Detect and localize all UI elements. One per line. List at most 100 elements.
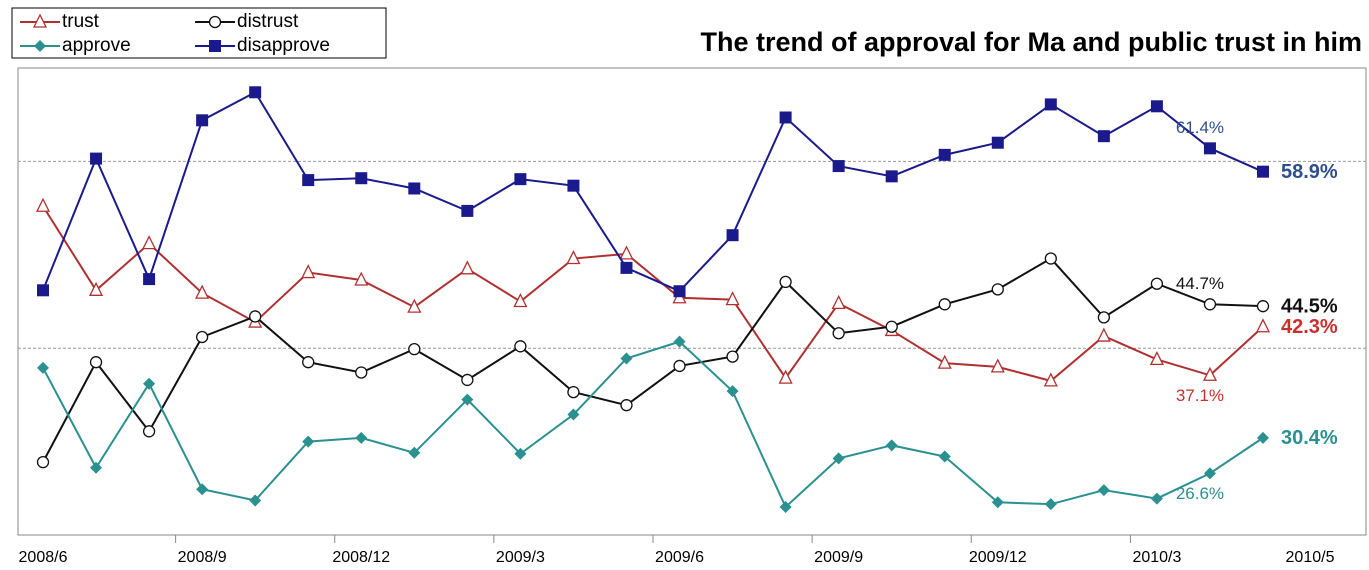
legend-label: distrust xyxy=(237,11,299,32)
point-marker xyxy=(195,330,209,344)
data-label: 61.4% xyxy=(1176,118,1224,137)
point-marker xyxy=(1096,327,1111,342)
point-marker xyxy=(885,439,898,452)
point-marker xyxy=(90,152,103,165)
point-marker xyxy=(249,86,262,99)
point-marker xyxy=(620,352,633,365)
point-marker xyxy=(195,284,210,299)
point-marker xyxy=(88,281,104,296)
point-marker xyxy=(726,385,739,398)
point-marker xyxy=(831,294,846,310)
data-label: 58.9% xyxy=(1281,161,1338,183)
point-marker xyxy=(1149,350,1164,366)
x-tick-label: 2008/6 xyxy=(19,549,68,566)
point-marker xyxy=(726,350,739,363)
point-marker xyxy=(619,245,634,260)
point-marker xyxy=(302,174,315,187)
point-marker xyxy=(938,148,951,161)
point-marker xyxy=(885,170,898,183)
point-marker xyxy=(566,250,581,265)
point-marker xyxy=(355,366,368,379)
point-marker xyxy=(90,461,103,474)
point-marker xyxy=(567,408,580,421)
point-marker xyxy=(354,271,369,286)
point-marker xyxy=(1255,318,1271,333)
x-tick-label: 2010/5 xyxy=(1286,549,1335,566)
point-marker xyxy=(1203,298,1217,311)
point-marker xyxy=(1257,165,1269,178)
point-marker xyxy=(89,356,103,369)
point-marker xyxy=(513,293,528,308)
x-tick-label: 2009/6 xyxy=(655,549,704,566)
point-marker xyxy=(673,285,686,298)
point-marker xyxy=(938,450,951,463)
point-marker xyxy=(142,425,156,438)
point-marker xyxy=(991,136,1004,149)
point-marker xyxy=(355,172,368,185)
point-marker xyxy=(779,500,792,513)
chart-title: The trend of approval for Ma and public … xyxy=(700,27,1362,57)
point-marker xyxy=(355,431,368,444)
point-marker xyxy=(779,111,792,124)
point-marker xyxy=(1044,98,1057,111)
point-marker xyxy=(991,496,1004,509)
point-marker xyxy=(1044,252,1057,265)
x-tick-label: 2009/3 xyxy=(496,549,545,566)
point-marker xyxy=(461,204,474,217)
point-marker xyxy=(408,182,421,195)
point-marker xyxy=(779,275,792,289)
point-marker xyxy=(407,298,422,313)
point-marker xyxy=(196,483,209,496)
point-marker xyxy=(1043,372,1058,387)
point-marker xyxy=(143,377,156,390)
point-marker xyxy=(1097,484,1110,497)
x-tick-label: 2009/12 xyxy=(969,549,1027,566)
point-marker xyxy=(249,310,262,323)
x-tick-label: 2009/9 xyxy=(814,549,863,566)
point-marker xyxy=(1044,498,1057,511)
point-marker xyxy=(301,264,316,279)
point-marker xyxy=(673,335,686,348)
point-marker xyxy=(514,447,527,460)
point-marker xyxy=(460,260,475,275)
point-marker xyxy=(143,273,156,286)
point-marker xyxy=(567,385,580,399)
x-tick-label: 2010/3 xyxy=(1132,549,1181,566)
point-marker xyxy=(1202,366,1218,381)
point-marker xyxy=(514,173,527,186)
legend-box xyxy=(11,7,387,59)
point-marker xyxy=(778,369,793,384)
point-marker xyxy=(461,393,474,406)
point-marker xyxy=(461,373,474,387)
data-label: 44.7% xyxy=(1176,274,1224,293)
point-marker xyxy=(302,435,315,448)
point-marker xyxy=(990,358,1005,373)
point-marker xyxy=(408,446,421,459)
legend-marker xyxy=(32,13,48,28)
point-marker xyxy=(1150,492,1163,505)
point-marker xyxy=(1150,100,1163,113)
legend-label: disapprove xyxy=(237,35,330,56)
point-marker xyxy=(832,452,845,465)
point-marker xyxy=(37,361,49,374)
point-marker xyxy=(1097,130,1110,143)
point-marker xyxy=(302,356,315,369)
data-label: 42.3% xyxy=(1281,316,1338,338)
point-marker xyxy=(620,261,633,274)
point-marker xyxy=(673,359,686,373)
plot-frame xyxy=(17,67,1367,536)
legend-label: approve xyxy=(62,35,131,56)
point-marker xyxy=(1256,300,1270,313)
data-label: 44.5% xyxy=(1281,295,1338,317)
legend-marker xyxy=(208,15,222,29)
point-marker xyxy=(832,160,845,173)
point-marker xyxy=(35,197,51,212)
point-marker xyxy=(725,291,740,306)
point-marker xyxy=(991,283,1004,296)
data-label: 37.1% xyxy=(1176,386,1224,405)
point-marker xyxy=(142,235,157,250)
legend-marker xyxy=(209,40,221,52)
point-marker xyxy=(726,229,739,242)
point-marker xyxy=(938,298,951,311)
